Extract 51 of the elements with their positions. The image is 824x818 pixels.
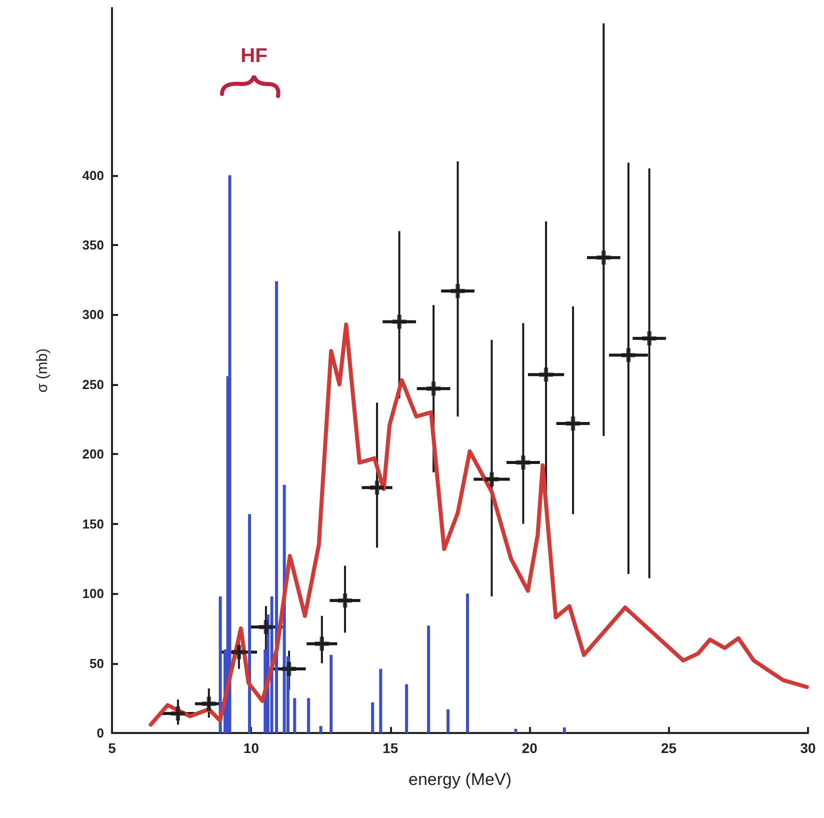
y-tick-label: 250 <box>82 376 104 392</box>
y-tick-label: 100 <box>82 586 104 602</box>
x-tick-label: 25 <box>661 740 677 756</box>
y-tick-label: 150 <box>82 516 104 532</box>
point <box>232 645 246 660</box>
bar <box>371 702 374 733</box>
point <box>450 284 465 298</box>
bar <box>514 728 518 733</box>
point <box>258 620 273 634</box>
point <box>516 456 530 470</box>
point <box>338 594 352 608</box>
point <box>621 348 636 362</box>
x-tick-label: 30 <box>800 740 816 756</box>
point <box>566 416 580 430</box>
x-tick-label: 20 <box>522 740 538 756</box>
bar <box>427 626 430 733</box>
bar <box>228 175 232 733</box>
x-tick-label: 15 <box>382 740 398 756</box>
bar <box>405 684 408 733</box>
point <box>170 706 185 720</box>
bar <box>466 594 470 733</box>
bar <box>562 727 566 733</box>
y-tick-label: 200 <box>82 446 104 462</box>
point <box>642 331 656 346</box>
x-axis-title: energy (MeV) <box>408 770 512 789</box>
point <box>202 696 216 711</box>
point <box>539 368 554 382</box>
point <box>314 636 329 651</box>
point <box>596 250 611 265</box>
point <box>484 472 499 486</box>
y-tick-label: 0 <box>96 726 104 740</box>
bar <box>330 654 333 733</box>
point <box>370 480 384 495</box>
bar <box>293 698 296 733</box>
y-tick-label: 50 <box>90 656 104 671</box>
point <box>426 382 441 396</box>
bar <box>319 726 322 733</box>
annotation: HF <box>240 45 268 67</box>
y-tick-label: 400 <box>82 168 104 183</box>
bar <box>248 514 252 733</box>
line-series <box>148 322 809 727</box>
y-tick-label: 350 <box>82 238 104 253</box>
x-tick-label: 5 <box>108 740 116 756</box>
point <box>282 662 296 676</box>
bar <box>307 698 310 733</box>
bar <box>446 709 450 733</box>
x-tick-label: 10 <box>243 740 260 756</box>
y-tick-label: 300 <box>82 307 104 322</box>
point <box>392 314 406 329</box>
y-axis-title: σ (mb) <box>34 348 51 393</box>
bar <box>379 668 382 733</box>
